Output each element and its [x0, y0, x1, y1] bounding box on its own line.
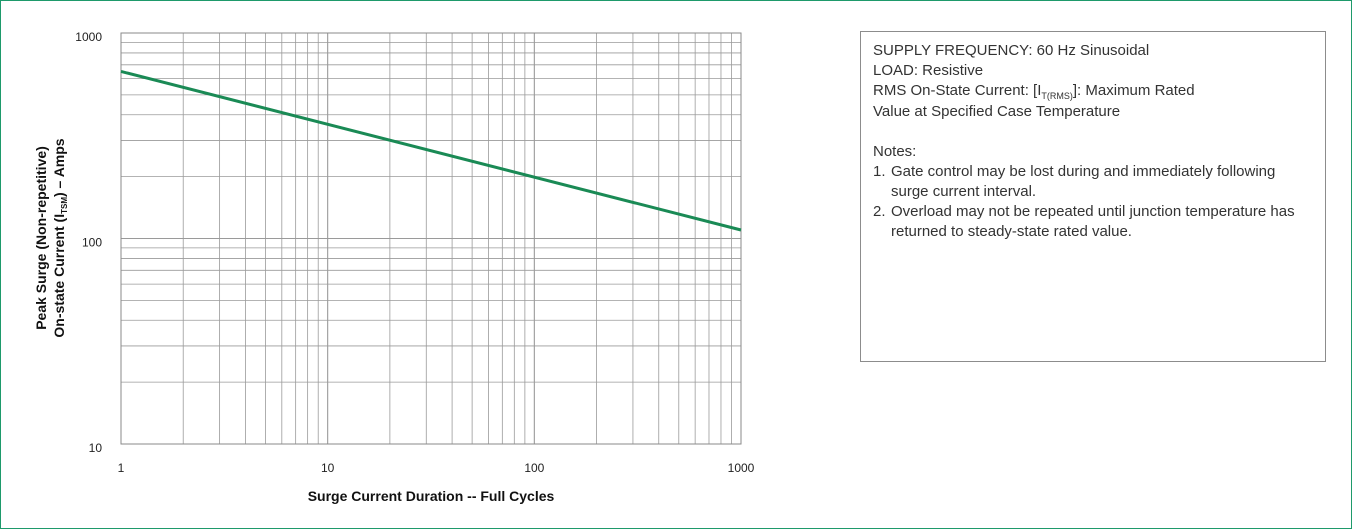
rms-current-suffix: ]: Maximum Rated — [1072, 82, 1195, 99]
note-text: Overload may not be repeated until junct… — [891, 203, 1295, 240]
note-text: Gate control may be lost during and imme… — [891, 163, 1276, 200]
surge-current-chart: 1 10 100 1000 10 100 1000 Surge Current Durati… — [33, 30, 755, 504]
note-number: 2. — [873, 203, 886, 220]
rms-current-text: RMS On-State Current: [IT(RMS)]: Maximum… — [873, 81, 1313, 102]
x-tick-label: 10 — [321, 461, 335, 475]
note-item-2: 2. Overload may not be repeated until ju… — [873, 202, 1313, 242]
y-axis-title-subscript: TSM — [60, 197, 69, 214]
series-layer — [120, 69, 742, 232]
supply-frequency-text: SUPPLY FREQUENCY: 60 Hz Sinusoidal — [873, 42, 1150, 59]
y-axis-title-prefix: On-state Current (I — [51, 214, 67, 338]
series-line-1 — [120, 69, 742, 232]
y-axis-title-line2: On-state Current (ITSM) – Amps — [51, 138, 69, 337]
notes-spacer — [873, 122, 1313, 142]
y-tick-label: 100 — [82, 236, 102, 250]
tick-labels: 1 10 100 1000 10 100 1000 — [75, 30, 754, 475]
x-axis-title: Surge Current Duration -- Full Cycles — [308, 488, 555, 504]
plot-area-border — [120, 32, 742, 445]
rms-current-subscript: T(RMS) — [1041, 91, 1073, 101]
y-tick-label: 1000 — [75, 30, 102, 44]
rms-current-prefix: RMS On-State Current: [I — [873, 82, 1042, 99]
y-axis-title-suffix: ) – Amps — [51, 138, 67, 197]
conditions-notes-box: SUPPLY FREQUENCY: 60 Hz Sinusoidal LOAD:… — [860, 31, 1326, 362]
rms-current-text-line2: Value at Specified Case Temperature — [873, 103, 1121, 120]
note-item-1: 1. Gate control may be lost during and i… — [873, 162, 1313, 202]
note-number: 1. — [873, 163, 886, 180]
x-tick-label: 1000 — [728, 461, 755, 475]
x-tick-label: 100 — [524, 461, 544, 475]
x-tick-label: 1 — [118, 461, 125, 475]
load-text: LOAD: Resistive — [873, 62, 984, 79]
y-axis-title-line1: Peak Surge (Non-repetitive) — [33, 146, 49, 330]
grid-lines — [121, 33, 741, 444]
notes-heading: Notes: — [873, 143, 917, 160]
y-tick-label: 10 — [89, 441, 103, 455]
